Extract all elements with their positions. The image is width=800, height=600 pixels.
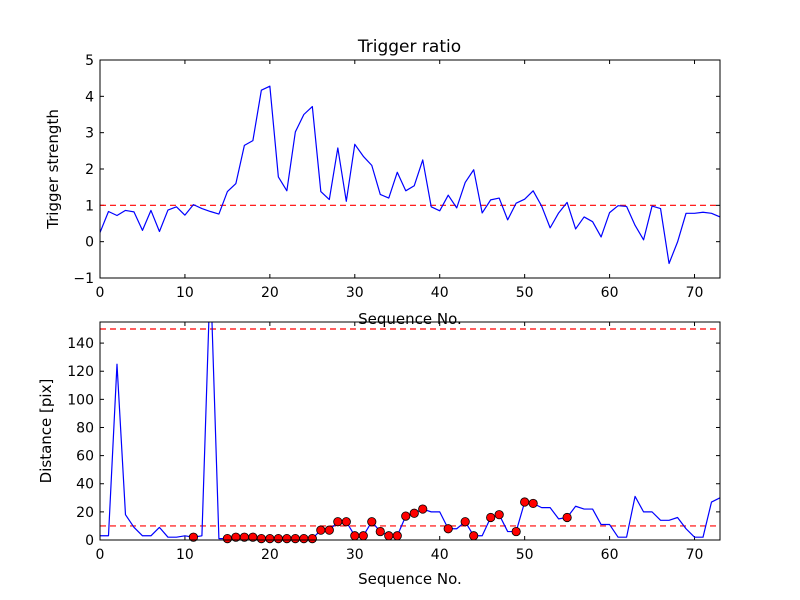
distance-ylabel: Distance [pix] <box>37 379 55 484</box>
trigger-xtick-label: 10 <box>176 285 194 301</box>
distance-marker-point <box>443 524 453 534</box>
distance-xtick-label: 60 <box>601 547 619 563</box>
distance-marker-point <box>350 531 360 541</box>
distance-marker-point <box>409 508 419 518</box>
distance-xtick-label: 40 <box>431 547 449 563</box>
distance-ytick-label: 0 <box>85 533 94 549</box>
distance-xtick-label: 70 <box>686 547 704 563</box>
distance-marker-point <box>324 525 334 535</box>
distance-marker-point <box>273 533 283 544</box>
distance-marker-point <box>392 531 402 541</box>
trigger-ytick-label: 1 <box>85 198 94 214</box>
distance-marker-point <box>384 531 394 541</box>
distance-marker-point <box>401 511 411 521</box>
distance-ticks: 0 10 20 30 40 50 60 70 0 20 40 60 80 100 120 140 <box>67 322 720 563</box>
distance-xtick-label: 10 <box>176 547 194 563</box>
distance-marker-point <box>520 497 530 507</box>
distance-marker-point <box>375 526 385 537</box>
trigger-xtick-label: 40 <box>431 285 449 301</box>
trigger-xtick-label: 50 <box>516 285 534 301</box>
distance-marker-point <box>460 517 470 527</box>
trigger-ratio-ylabel: Trigger strength <box>44 109 62 230</box>
distance-marker-point <box>333 517 343 527</box>
distance-marker-point <box>486 512 496 523</box>
distance-marker-point <box>222 533 232 544</box>
distance-plot-area <box>100 322 720 544</box>
distance-marker-point <box>265 533 275 544</box>
trigger-ytick-label: 4 <box>85 89 94 105</box>
trigger-xtick-label: 20 <box>261 285 279 301</box>
trigger-ratio-plot-area <box>100 85 720 265</box>
distance-marker-point <box>290 533 300 544</box>
distance-marker-point <box>307 533 317 544</box>
distance-xtick-label: 30 <box>346 547 364 563</box>
trigger-ratio-frame <box>99 59 721 279</box>
distance-marker-point <box>367 517 377 527</box>
distance-frame <box>99 321 721 541</box>
distance-marker-point <box>282 533 292 544</box>
trigger-ytick-label: 2 <box>85 162 94 178</box>
trigger-ytick-label: 0 <box>85 235 94 251</box>
distance-ytick-label: 20 <box>76 505 94 521</box>
distance-marker-point <box>188 532 199 542</box>
distance-marker-point <box>469 531 479 541</box>
distance-marker-point <box>418 504 428 514</box>
distance-marker-point <box>256 533 266 544</box>
distance-xtick-label: 0 <box>96 547 105 563</box>
distance-marker-point <box>511 526 521 537</box>
distance-ytick-label: 120 <box>67 364 94 380</box>
distance-ytick-label: 100 <box>67 392 94 408</box>
trigger-xtick-label: 60 <box>601 285 619 301</box>
distance-xlabel: Sequence No. <box>358 570 462 588</box>
trigger-ratio-xlabel: Sequence No. <box>358 310 462 328</box>
distance-ytick-label: 40 <box>76 477 94 493</box>
distance-marker-point <box>316 525 326 535</box>
distance-ytick-label: 140 <box>67 336 94 352</box>
trigger-ytick-label: 5 <box>85 53 94 69</box>
distance-marker-point <box>494 510 504 520</box>
distance-ytick-label: 60 <box>76 449 94 465</box>
trigger-ytick-label: 3 <box>85 126 94 142</box>
distance-marker-point <box>341 517 351 527</box>
trigger-series-line <box>100 85 720 265</box>
distance-marker-point <box>299 533 309 544</box>
distance-marker-point <box>358 531 368 541</box>
distance-marker-point <box>562 512 572 523</box>
trigger-xtick-label: 0 <box>96 285 105 301</box>
trigger-ytick-label: −1 <box>73 271 94 287</box>
chart-title: Trigger ratio <box>357 37 461 57</box>
distance-ytick-label: 80 <box>76 420 94 436</box>
distance-marker-point <box>528 498 538 509</box>
distance-plot: 0 10 20 30 40 50 60 70 0 20 40 60 80 100 120 140 Sequen… <box>37 321 721 588</box>
trigger-xtick-label: 70 <box>686 285 704 301</box>
distance-xtick-label: 50 <box>516 547 534 563</box>
distance-xtick-label: 20 <box>261 547 279 563</box>
trigger-xtick-label: 30 <box>346 285 364 301</box>
